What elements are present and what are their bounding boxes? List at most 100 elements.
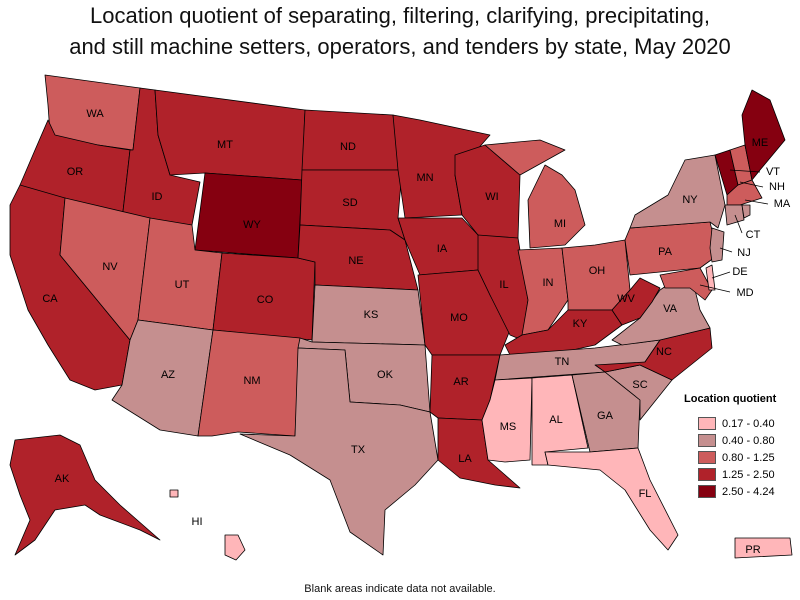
legend-label: 1.25 - 2.50 (722, 468, 775, 481)
state-label-wv: WV (617, 293, 635, 305)
state-label-nv: NV (102, 261, 118, 273)
state-label-id: ID (152, 191, 163, 203)
state-label-in: IN (543, 277, 554, 289)
legend-swatch (698, 417, 716, 430)
state-label-de: DE (732, 266, 747, 278)
state-me[interactable] (741, 89, 786, 181)
state-label-va: VA (663, 303, 678, 315)
state-label-mt: MT (217, 139, 233, 151)
state-label-ct: CT (746, 229, 761, 241)
state-label-sc: SC (632, 379, 647, 391)
state-label-mn: MN (416, 172, 433, 184)
state-label-ms: MS (500, 421, 517, 433)
state-ga[interactable] (571, 371, 641, 453)
state-label-nd: ND (340, 141, 356, 153)
state-label-ny: NY (682, 194, 698, 206)
state-label-wi: WI (485, 191, 498, 203)
state-mi-lower[interactable] (527, 164, 586, 249)
legend-item: 2.50 - 4.24 (684, 483, 796, 500)
state-ct[interactable] (724, 204, 745, 226)
legend-item: 0.40 - 0.80 (684, 432, 796, 449)
legend-label: 2.50 - 4.24 (722, 485, 775, 498)
footnote: Blank areas indicate data not available. (304, 583, 496, 595)
callout-line (711, 271, 731, 279)
state-label-la: LA (458, 453, 472, 465)
state-ny[interactable] (629, 154, 726, 229)
title-line-2: and still machine setters, operators, an… (69, 34, 731, 59)
legend-swatch (698, 451, 716, 464)
state-label-ok: OK (377, 369, 394, 381)
title-line-1: Location quotient of separating, filteri… (89, 3, 711, 28)
state-label-il: IL (499, 279, 508, 291)
state-label-or: OR (67, 166, 84, 178)
state-label-tn: TN (555, 356, 570, 368)
state-hi-small[interactable] (169, 489, 179, 498)
callout-line (744, 199, 769, 205)
state-tx[interactable] (239, 347, 439, 556)
state-nd[interactable] (301, 109, 403, 171)
state-label-oh: OH (589, 265, 606, 277)
state-label-nc: NC (656, 346, 672, 358)
state-pr[interactable] (734, 537, 793, 559)
legend-label: 0.17 - 0.40 (722, 417, 775, 430)
state-label-mi: MI (554, 218, 566, 230)
state-label-pa: PA (658, 246, 673, 258)
state-label-fl: FL (639, 488, 652, 500)
legend-swatch (698, 468, 716, 481)
state-wy[interactable] (194, 172, 303, 259)
callout-line (699, 284, 731, 293)
state-ak[interactable] (9, 434, 161, 556)
state-label-ky: KY (573, 318, 588, 330)
state-ri[interactable] (741, 204, 751, 219)
state-label-md: MD (736, 287, 753, 299)
callout-line (734, 214, 743, 234)
state-nj[interactable] (709, 227, 725, 263)
legend-item: 0.17 - 0.40 (684, 415, 796, 432)
state-il[interactable] (477, 234, 529, 341)
state-label-az: AZ (161, 369, 175, 381)
legend-swatch (698, 434, 716, 447)
legend-item: 0.80 - 1.25 (684, 449, 796, 466)
state-label-ga: GA (597, 410, 614, 422)
state-label-nm: NM (243, 375, 260, 387)
state-label-hi: HI (192, 516, 203, 528)
state-label-wy: WY (243, 219, 261, 231)
callout-line (719, 247, 733, 253)
state-md[interactable] (659, 267, 713, 301)
state-label-ma: MA (774, 198, 791, 210)
callout-line (729, 169, 761, 173)
state-label-ca: CA (42, 293, 58, 305)
map-title: Location quotient of separating, filteri… (0, 0, 800, 62)
state-de[interactable] (705, 264, 716, 291)
state-label-co: CO (257, 294, 274, 306)
legend-title: Location quotient (684, 393, 777, 405)
state-label-ia: IA (437, 243, 448, 255)
state-label-me: ME (752, 137, 769, 149)
state-fl[interactable] (544, 447, 679, 551)
state-hi[interactable] (224, 534, 246, 561)
legend-label: 0.80 - 1.25 (722, 451, 775, 464)
legend-swatch (698, 485, 716, 498)
state-label-ar: AR (453, 376, 468, 388)
state-nc[interactable] (594, 327, 713, 381)
state-label-tx: TX (351, 444, 366, 456)
state-mt[interactable] (154, 89, 306, 181)
state-label-wa: WA (86, 108, 104, 120)
state-label-mo: MO (450, 312, 468, 324)
state-label-al: AL (549, 414, 562, 426)
state-label-ak: AK (55, 473, 70, 485)
state-label-pr: PR (745, 544, 760, 556)
state-label-ne: NE (348, 255, 363, 267)
state-mi[interactable] (484, 139, 566, 176)
state-label-ks: KS (364, 309, 379, 321)
state-label-ut: UT (175, 279, 190, 291)
legend-item: 1.25 - 2.50 (684, 466, 796, 483)
state-label-vt: VT (766, 166, 780, 178)
state-label-nh: NH (769, 181, 785, 193)
callout-line (739, 181, 764, 188)
state-label-sd: SD (342, 197, 357, 209)
state-wv[interactable] (611, 277, 661, 326)
legend-label: 0.40 - 0.80 (722, 434, 775, 447)
state-co[interactable] (212, 252, 316, 341)
